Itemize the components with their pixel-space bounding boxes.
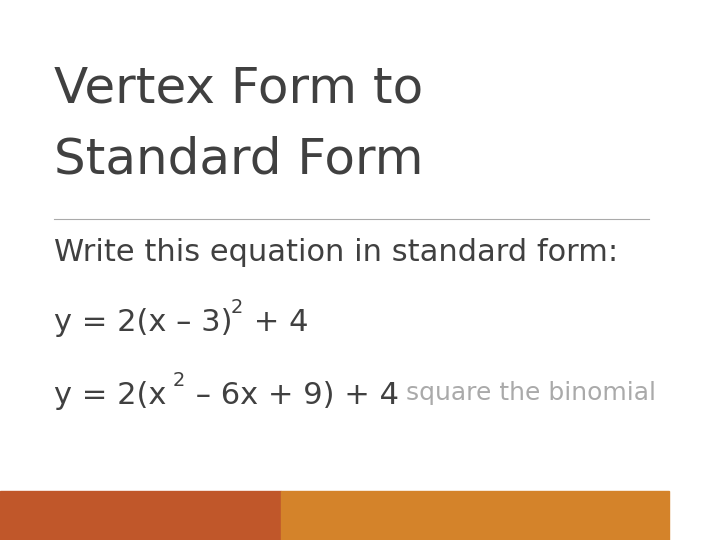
- Text: Standard Form: Standard Form: [53, 135, 423, 183]
- Text: – 6x + 9) + 4: – 6x + 9) + 4: [186, 381, 399, 410]
- Text: square the binomial: square the binomial: [406, 381, 656, 404]
- Bar: [0, 491, 281, 540]
- Text: y = 2(x: y = 2(x: [53, 381, 166, 410]
- Text: 2: 2: [231, 298, 243, 317]
- Text: Write this equation in standard form:: Write this equation in standard form:: [53, 238, 618, 267]
- Bar: [281, 491, 669, 540]
- Text: + 4: + 4: [244, 308, 309, 337]
- Text: y = 2(x – 3): y = 2(x – 3): [53, 308, 232, 337]
- Text: 2: 2: [173, 371, 185, 390]
- Text: Vertex Form to: Vertex Form to: [53, 65, 423, 113]
